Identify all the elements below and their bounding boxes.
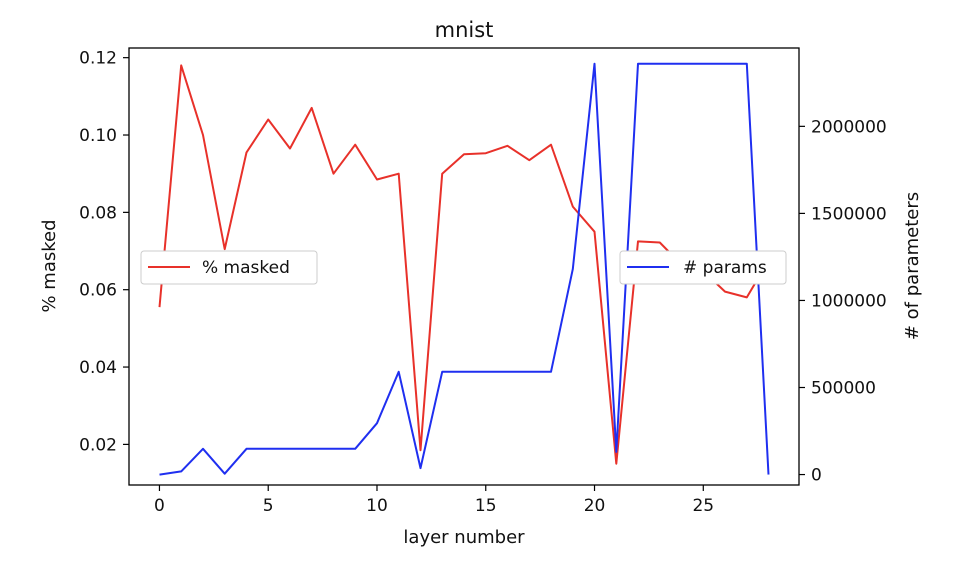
right-y-tick-label: 2000000 — [811, 117, 887, 137]
x-tick-label: 20 — [584, 496, 606, 516]
left-y-tick-label: 0.08 — [79, 203, 117, 223]
x-axis: 0 5 10 15 20 25 — [154, 485, 714, 516]
legend-masked-box — [140, 250, 318, 285]
left-y-tick-label: 0.12 — [79, 49, 117, 69]
x-tick-label: 25 — [692, 496, 714, 516]
series-line-params — [159, 62, 770, 476]
right-y-axis-label: # of parameters — [902, 192, 923, 340]
x-tick-label: 0 — [154, 496, 165, 516]
left-y-tick-label: 0.02 — [79, 435, 117, 455]
x-tick-label: 10 — [366, 496, 388, 516]
left-y-tick-label: 0.04 — [79, 358, 117, 378]
right-y-tick-label: 500000 — [811, 379, 876, 399]
series-line-masked — [158, 64, 770, 465]
legend-masked-label: % masked — [202, 258, 290, 278]
right-y-axis: 0 500000 1000000 1500000 2000000 — [799, 117, 887, 486]
chart-title: mnist — [435, 18, 494, 42]
legend-params: # params — [619, 250, 787, 285]
legend-masked: % masked — [140, 250, 318, 285]
left-y-tick-label: 0.10 — [79, 126, 117, 146]
right-y-tick-label: 1500000 — [811, 204, 887, 224]
left-y-axis: 0.02 0.04 0.06 0.08 0.10 0.12 — [79, 49, 129, 455]
x-tick-label: 15 — [475, 496, 497, 516]
plot-frame — [128, 47, 800, 486]
left-y-axis-label: % masked — [39, 219, 60, 312]
legend-params-box — [619, 250, 787, 285]
right-y-tick-label: 0 — [811, 466, 822, 486]
x-tick-label: 5 — [263, 496, 274, 516]
x-axis-label: layer number — [403, 527, 525, 548]
left-y-tick-label: 0.06 — [79, 281, 117, 301]
right-y-tick-label: 1000000 — [811, 291, 887, 311]
legend-params-label: # params — [683, 258, 767, 278]
series-layer — [158, 62, 770, 476]
